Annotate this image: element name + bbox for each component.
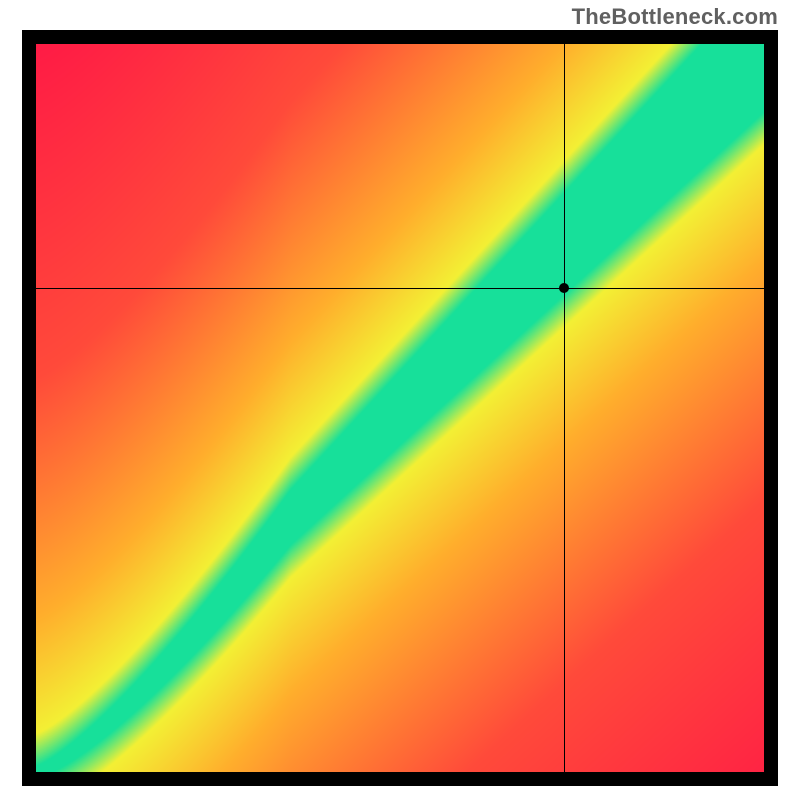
- data-point-marker: [559, 283, 569, 293]
- crosshair-vertical: [564, 44, 565, 772]
- bottleneck-heatmap: [36, 44, 764, 772]
- plot-frame: [22, 30, 778, 786]
- crosshair-horizontal: [36, 288, 764, 289]
- watermark-text: TheBottleneck.com: [572, 4, 778, 30]
